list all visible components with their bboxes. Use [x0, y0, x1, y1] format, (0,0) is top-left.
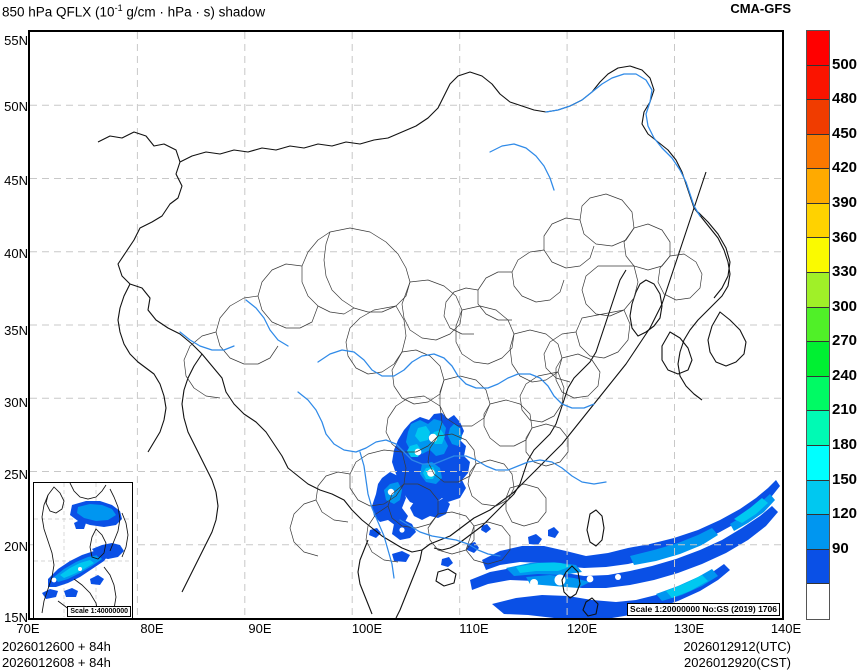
colorbar-cell-4[interactable] [807, 169, 829, 204]
colorbar-cell-0[interactable] [807, 31, 829, 66]
title-main-text: 850 hPa QFLX (10 [2, 4, 115, 20]
footer-right-line1: 2026012912(UTC) [683, 639, 791, 654]
inset-scale-label: Scale 1:40000000 [67, 606, 131, 617]
lon-label-140e: 140E [770, 621, 802, 636]
title-exponent: -1 [114, 3, 123, 13]
colorbar-cell-7[interactable] [807, 273, 829, 308]
lat-label-20n: 20N [4, 539, 28, 554]
colorbar-cell-8[interactable] [807, 307, 829, 343]
footer-left-line1: 2026012600 + 84h [2, 639, 111, 654]
lat-label-45n: 45N [4, 173, 28, 188]
colorbar-cell-9[interactable] [807, 342, 829, 377]
lat-label-40n: 40N [4, 246, 28, 261]
colorbar-label-150: 150 [832, 470, 858, 488]
colorbar-cell-14[interactable] [807, 515, 829, 550]
colorbar-label-500: 500 [832, 55, 858, 73]
lon-label-130e: 130E [673, 621, 705, 636]
national-borders [97, 65, 747, 618]
colorbar[interactable] [806, 30, 830, 620]
lat-label-30n: 30N [4, 395, 28, 410]
colorbar-cell-3[interactable] [807, 134, 829, 170]
colorbar-label-240: 240 [832, 366, 858, 384]
gridlines [30, 32, 782, 618]
map-scale-label: Scale 1:20000000 No:GS (2019) 1706 [627, 603, 780, 616]
colorbar-label-390: 390 [832, 193, 858, 211]
colorbar-cell-10[interactable] [807, 376, 829, 412]
province-borders [183, 193, 703, 565]
inset-map[interactable]: Scale 1:40000000 [33, 482, 133, 618]
lon-label-70e: 70E [16, 621, 40, 636]
model-label: CMA-GFS [730, 1, 791, 16]
lat-label-50n: 50N [4, 99, 28, 114]
map-svg [30, 32, 782, 618]
colorbar-cell-5[interactable] [807, 203, 829, 239]
lon-label-110e: 110E [459, 621, 489, 636]
lon-label-120e: 120E [566, 621, 598, 636]
title-rest-text: g/cm · hPa · s) shadow [122, 4, 266, 20]
lat-label-35n: 35N [4, 323, 28, 338]
colorbar-label-360: 360 [832, 228, 858, 246]
colorbar-label-420: 420 [832, 159, 858, 177]
colorbar-label-90: 90 [832, 539, 849, 557]
lon-label-100e: 100E [351, 621, 383, 636]
colorbar-label-180: 180 [832, 436, 858, 454]
colorbar-cell-1[interactable] [807, 65, 829, 101]
colorbar-label-120: 120 [832, 505, 858, 523]
colorbar-cell-11[interactable] [807, 411, 829, 446]
colorbar-label-450: 450 [832, 124, 858, 142]
colorbar-label-210: 210 [832, 401, 858, 419]
lon-label-80e: 80E [140, 621, 164, 636]
colorbar-cell-2[interactable] [807, 100, 829, 135]
colorbar-label-300: 300 [832, 297, 858, 315]
shading-layer [369, 413, 780, 618]
colorbar-label-270: 270 [832, 332, 858, 350]
inset-map-svg [34, 483, 131, 617]
page-title: 850 hPa QFLX (10-1 g/cm · hPa · s) shado… [2, 1, 265, 20]
lat-label-25n: 25N [4, 467, 28, 482]
colorbar-cell-13[interactable] [807, 480, 829, 516]
footer-right-line2: 2026012920(CST) [684, 655, 791, 670]
colorbar-label-480: 480 [832, 90, 858, 108]
colorbar-cell-16[interactable] [807, 584, 829, 619]
lat-label-15n: 15N [4, 610, 28, 625]
colorbar-cell-15[interactable] [807, 549, 829, 585]
footer-left-line2: 2026012608 + 84h [2, 655, 111, 670]
colorbar-cell-12[interactable] [807, 445, 829, 481]
colorbar-label-330: 330 [832, 263, 858, 281]
inset-shading [42, 501, 124, 599]
colorbar-cell-6[interactable] [807, 238, 829, 274]
lon-label-90e: 90E [248, 621, 272, 636]
lat-label-55n: 55N [4, 33, 28, 48]
rivers [179, 73, 701, 579]
map-canvas[interactable]: Scale 1:40000000 Scale 1:20000000 No:GS … [28, 30, 784, 620]
